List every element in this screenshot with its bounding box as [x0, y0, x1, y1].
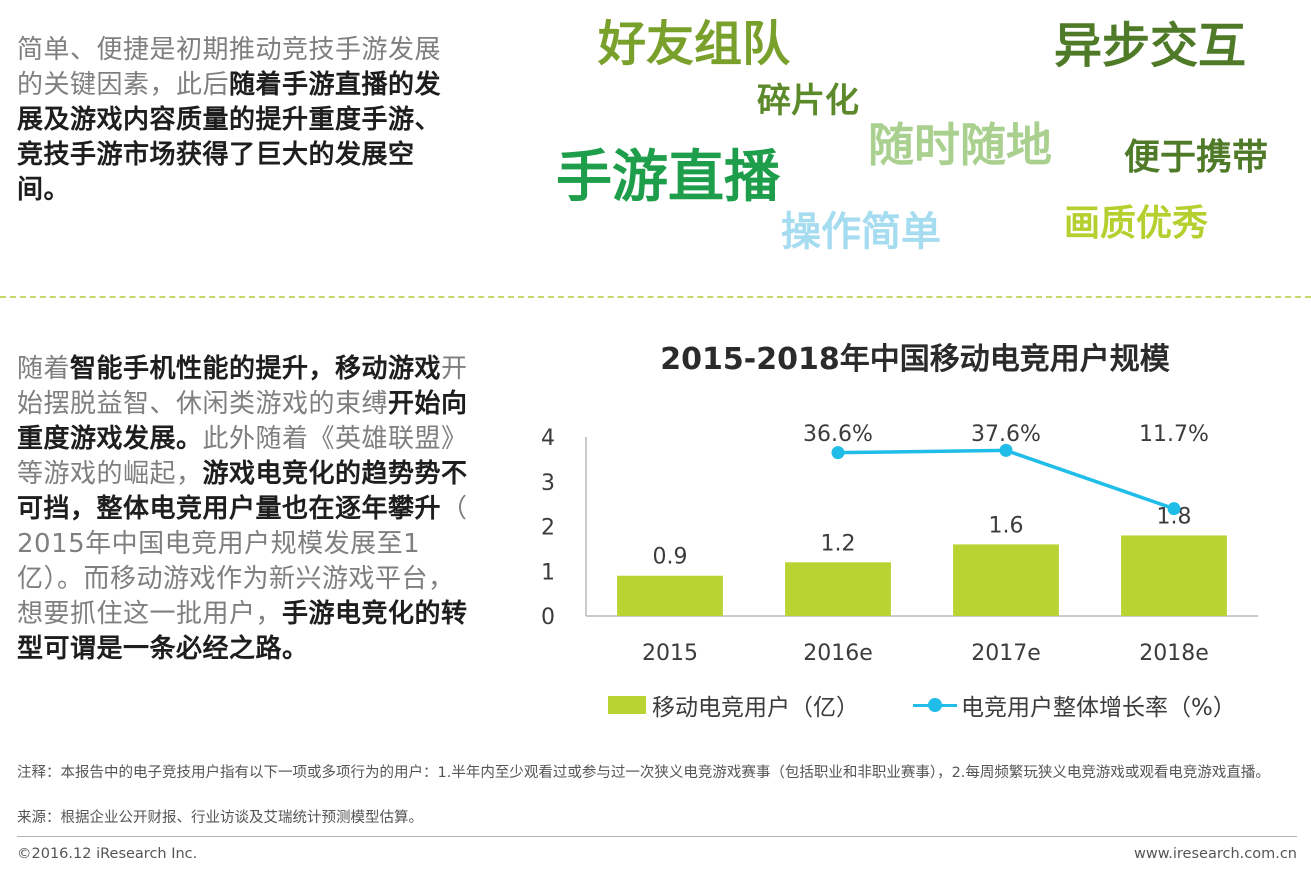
- legend-bar-swatch: [608, 696, 646, 714]
- legend-line-label: 电竞用户整体增长率（%）: [961, 695, 1236, 721]
- legend-line-swatch: [913, 695, 957, 715]
- growth-rate-label: 36.6%: [803, 422, 873, 447]
- body-text: （ 2015年中国电竞用户规模发展至1亿）。而移动游戏作为新兴游戏平台，想要抓住…: [17, 494, 468, 629]
- x-tick-label: 2018e: [1139, 641, 1209, 666]
- body-text: 开始摆脱益智、休闲类游戏的束缚: [17, 354, 468, 419]
- bar-value-label: 0.9: [653, 545, 688, 570]
- chart-plot: 432100.920151.22016e1.62017e1.82018e36.6…: [541, 422, 1258, 666]
- word-cloud-term: 操作简单: [781, 209, 941, 255]
- growth-point: [999, 443, 1013, 457]
- word-cloud-term: 碎片化: [757, 81, 859, 121]
- bar: [617, 575, 723, 616]
- bar: [1121, 535, 1227, 616]
- word-cloud-term: 画质优秀: [1064, 203, 1209, 244]
- bar: [785, 562, 891, 616]
- word-cloud-term: 便于携带: [1124, 137, 1269, 178]
- y-tick-label: 0: [541, 605, 555, 630]
- word-cloud-term: 好友组队: [598, 16, 791, 72]
- body-bold-text: 手游电竞化的转型可谓是一条必经之路。: [17, 599, 468, 664]
- legend-item-bar: 移动电竞用户（亿）: [608, 688, 859, 722]
- growth-rate-label: 37.6%: [971, 422, 1041, 447]
- bar-value-label: 1.2: [821, 531, 856, 556]
- y-tick-label: 2: [541, 516, 555, 541]
- y-tick-label: 4: [541, 426, 555, 451]
- growth-rate-label: 11.7%: [1139, 422, 1209, 447]
- data-source: 来源：根据企业公开财报、行业访谈及艾瑞统计预测模型估算。: [17, 810, 423, 826]
- intro-paragraph: 简单、便捷是初期推动竞技手游发展的关键因素，此后随着手游直播的发展及游戏内容质量…: [17, 33, 467, 208]
- footer-divider: [17, 836, 1297, 837]
- y-tick-label: 1: [541, 560, 555, 585]
- word-cloud-term: 异步交互: [1054, 18, 1247, 74]
- body-bold-text: 游戏电竞化的趋势势不可挡，整体电竞用户量也在逐年攀升: [17, 459, 468, 524]
- intro-bold-text: 随着手游直播的发展及游戏内容质量的提升重度手游、竞技手游市场获得了巨大的发展空间…: [17, 70, 442, 205]
- website-link[interactable]: www.iresearch.com.cn: [1134, 846, 1297, 862]
- growth-point: [831, 446, 845, 460]
- body-bold-text: 开始向重度游戏发展。: [17, 389, 468, 454]
- y-tick-label: 3: [541, 471, 555, 496]
- growth-line: [837, 448, 1175, 511]
- x-tick-label: 2016e: [803, 641, 873, 666]
- legend-item-line: 电竞用户整体增长率（%）: [913, 688, 1236, 722]
- intro-normal-text: 简单、便捷是初期推动竞技手游发展的关键因素，此后: [17, 35, 442, 100]
- section-divider: [0, 296, 1311, 298]
- chart-title: 2015-2018年中国移动电竞用户规模: [660, 342, 1170, 377]
- chart-note: 注释：本报告中的电子竞技用户指有以下一项或多项行为的用户：1.半年内至少观看过或…: [17, 765, 1270, 781]
- copyright-text: ©2016.12 iResearch Inc.: [17, 846, 198, 862]
- body-bold-text: 智能手机性能的提升，移动游戏: [70, 354, 442, 384]
- body-paragraph: 随着智能手机性能的提升，移动游戏开始摆脱益智、休闲类游戏的束缚开始向重度游戏发展…: [17, 352, 477, 667]
- bar-value-label: 1.6: [989, 513, 1024, 538]
- x-tick-label: 2015: [642, 641, 698, 666]
- legend-bar-label: 移动电竞用户（亿）: [652, 695, 859, 721]
- x-tick-label: 2017e: [971, 641, 1041, 666]
- word-cloud-term: 手游直播: [556, 145, 780, 210]
- body-text: 此外随着《英雄联盟》等游戏的崛起，: [17, 424, 468, 489]
- bar: [953, 544, 1059, 616]
- growth-point: [1167, 502, 1181, 516]
- body-text: 随着: [17, 354, 71, 384]
- word-cloud-term: 随时随地: [868, 118, 1052, 172]
